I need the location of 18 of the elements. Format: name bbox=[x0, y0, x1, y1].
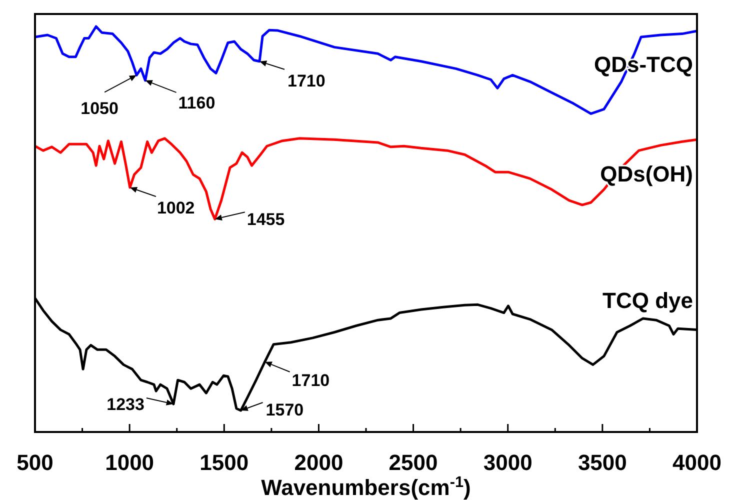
annotation: 1710 bbox=[292, 370, 330, 390]
x-tick-label: 2000 bbox=[294, 450, 344, 475]
annotation: 1050 bbox=[80, 99, 118, 118]
annotation: 1233 bbox=[106, 395, 144, 414]
annotation: 1710 bbox=[288, 71, 326, 90]
annotation: 1160 bbox=[178, 93, 216, 112]
annotation: 1002 bbox=[156, 198, 195, 218]
x-tick-label: 2500 bbox=[388, 450, 438, 475]
x-tick-label: 4000 bbox=[672, 450, 722, 475]
x-tick-label: 3500 bbox=[578, 450, 627, 475]
annotation: 1570 bbox=[266, 400, 304, 420]
x-tick-label: 3000 bbox=[483, 450, 532, 475]
series-label: TCQ dye bbox=[602, 288, 693, 313]
x-tick-label: 1500 bbox=[200, 450, 249, 475]
annotation: 1455 bbox=[246, 210, 285, 230]
x-tick-label: 1000 bbox=[105, 450, 154, 475]
x-tick-label: 500 bbox=[16, 450, 54, 475]
x-axis-title: Wavenumbers(cm$^{-1}$) bbox=[261, 474, 471, 500]
